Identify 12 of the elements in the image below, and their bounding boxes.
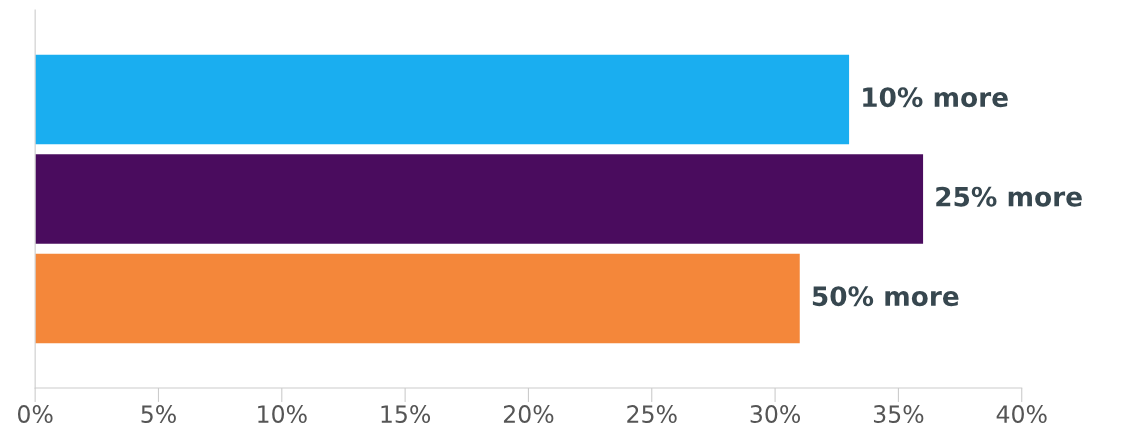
x-tick-label: 25% xyxy=(627,405,677,423)
x-tick-label: 20% xyxy=(503,405,554,423)
x-tick-label: 15% xyxy=(381,405,431,423)
x-tick-label: 35% xyxy=(873,405,924,423)
x-tick-label: 0% xyxy=(17,405,53,423)
x-tick-label: 5% xyxy=(141,405,176,423)
annotation: 25% more xyxy=(936,186,1082,207)
x-tick-label: 40% xyxy=(996,405,1047,423)
x-tick-label: 30% xyxy=(750,405,801,423)
annotation: 50% more xyxy=(812,286,959,307)
x-tick-label: 10% xyxy=(258,405,307,423)
annotation: 10% more xyxy=(863,87,1008,108)
